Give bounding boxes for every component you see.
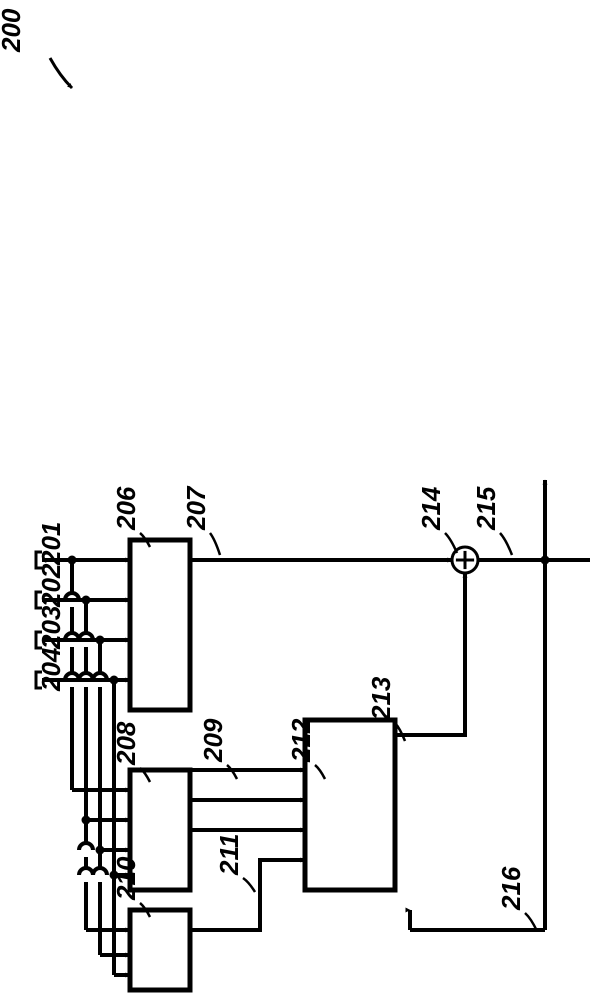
label-in3: 203 [36,605,66,650]
label-b206: 206 [111,486,141,531]
label-b212: 212 [286,718,316,763]
label-s209: 209 [198,718,228,763]
label-in1: 201 [36,522,66,566]
label-fig: 200 [0,8,26,53]
label-s213: 213 [366,676,396,721]
label-b210: 210 [111,856,141,901]
label-b208: 208 [111,721,141,766]
label-s215: 215 [471,486,501,531]
label-s207: 207 [181,485,211,531]
label-s211: 211 [214,834,244,876]
label-sum: 214 [416,486,446,531]
label-in4: 204 [36,647,66,692]
label-s216: 216 [496,866,526,911]
label-in2: 202 [36,563,66,608]
